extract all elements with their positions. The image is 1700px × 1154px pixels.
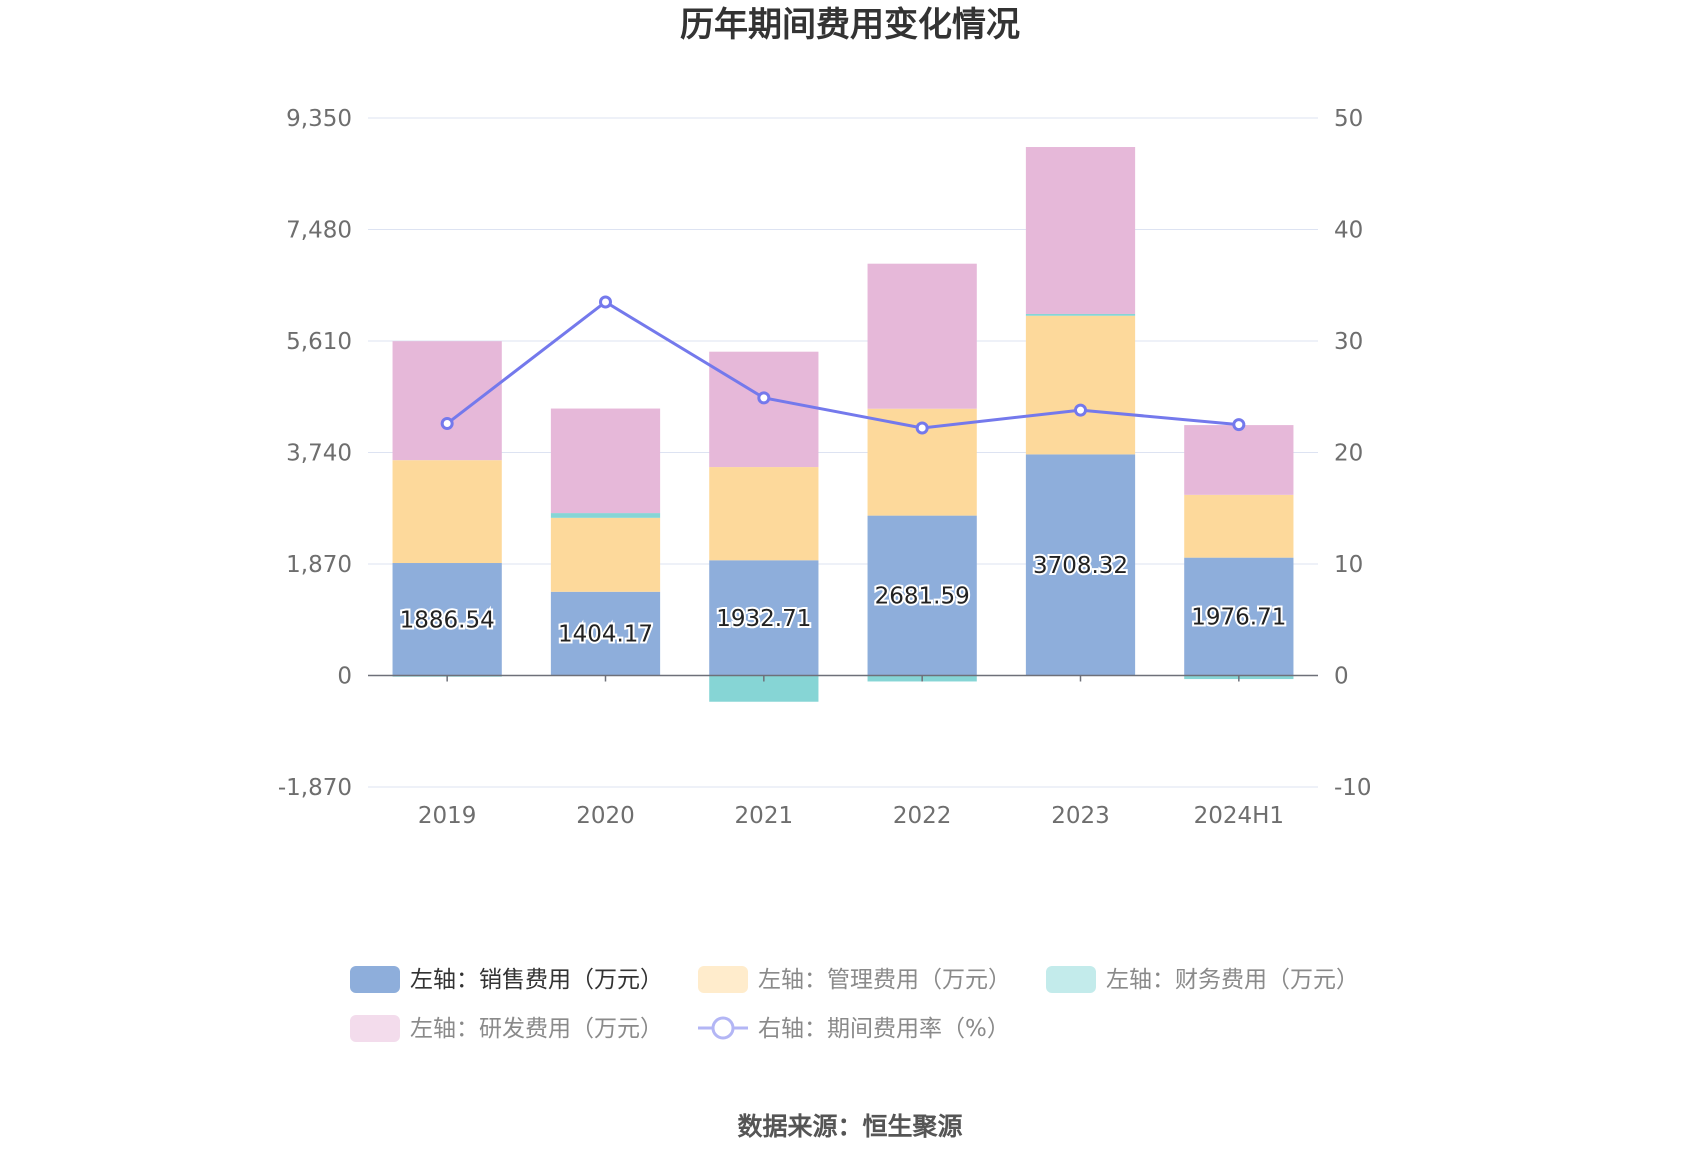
rate-point [1074,403,1087,417]
right-y-tick-label: 30 [1334,329,1363,355]
bar-segment [550,517,661,592]
rate-point [915,421,929,435]
x-tick-label: 2020 [576,803,635,829]
grid-lines [368,117,1318,788]
bar-data-label: 2681.59 [875,584,970,610]
left-y-axis: 9,350 7,480 5,610 3,740 1,870 0 -1,870 [278,106,352,801]
legend-marker [711,1016,735,1040]
bar-segment [1025,315,1136,455]
legend-item[interactable]: 左轴：财务费用（万元） [1046,966,1359,993]
bar-segment [1184,557,1294,676]
right-y-tick-label: 50 [1334,106,1363,132]
x-tick-label: 2022 [893,803,952,829]
bar-data-label: 1932.71 [716,606,811,632]
bar-segment [709,560,819,676]
bar-segment [1025,313,1136,316]
bar-segment [550,513,661,518]
right-y-tick-label: 10 [1334,552,1363,578]
bar-data-label: 1886.54 [400,607,495,633]
bar-segment [1025,454,1136,676]
legend-label: 左轴：研发费用（万元） [410,1016,663,1042]
bar-data-label: 1976.71 [1191,605,1286,631]
legend-item[interactable]: 左轴：管理费用（万元） [698,966,1011,993]
legend-label: 左轴：财务费用（万元） [1106,967,1359,993]
right-y-tick-label: -10 [1334,775,1372,801]
bar-segment [392,563,502,676]
legend-label: 左轴：管理费用（万元） [758,967,1011,993]
bar-segment [867,263,977,409]
x-axis: 2019 2020 2021 2022 2023 2024H1 [368,674,1318,829]
bar-data-label: 3708.32 [1033,553,1128,579]
x-tick-label: 2021 [735,803,794,829]
line-series [440,295,1246,435]
rate-point [599,295,612,309]
bar-segment [550,408,661,514]
right-y-tick-label: 0 [1334,664,1349,690]
legend-swatch [350,966,400,993]
bar-segment [709,351,819,468]
left-y-tick-label: -1,870 [278,775,352,801]
left-y-tick-label: 7,480 [286,218,352,244]
chart-title: 历年期间费用变化情况 [680,5,1020,45]
left-y-tick-label: 1,870 [286,552,352,578]
bar-segment [550,591,661,676]
bar-data-labels: 1886.54 1404.17 1932.71 2681.59 3708.32 1976.… [398,551,1289,650]
bar-segment [392,460,502,564]
bar-segment [392,341,502,461]
right-y-axis: 50 40 30 20 10 0 -10 [1334,106,1372,801]
legend-item[interactable]: 左轴：销售费用（万元） [350,966,663,993]
right-y-tick-label: 20 [1334,441,1363,467]
bar-series [392,147,1294,702]
bar-segment [1025,147,1136,314]
x-tick-label: 2023 [1051,803,1110,829]
source-note: 数据来源：恒生聚源 [737,1112,962,1141]
left-y-tick-label: 5,610 [286,329,352,355]
legend-item[interactable]: 左轴：研发费用（万元） [350,1015,663,1042]
rate-point [440,417,454,431]
left-y-tick-label: 9,350 [286,106,352,132]
legend-swatch [1046,966,1096,993]
right-y-tick-label: 40 [1334,218,1363,244]
bar-segment [1184,425,1294,495]
legend-label: 右轴：期间费用率（%） [758,1016,1010,1042]
left-y-tick-label: 0 [337,664,352,690]
legend-item[interactable]: 右轴：期间费用率（%） [698,1016,1010,1042]
bar-segment [709,467,819,561]
bar-segment [1184,494,1294,558]
x-tick-label: 2019 [418,803,477,829]
legend-label: 左轴：销售费用（万元） [410,967,663,993]
legend-swatch [350,1015,400,1042]
left-y-tick-label: 3,740 [286,441,352,467]
rate-point [757,391,771,405]
legend-swatch [698,966,748,993]
bar-data-label: 1404.17 [558,622,653,648]
x-tick-label: 2024H1 [1194,803,1284,829]
bar-segment [867,515,977,676]
rate-point [1232,418,1246,432]
rate-line [446,300,1239,430]
legend: 左轴：销售费用（万元） 左轴：管理费用（万元） 左轴：财务费用（万元） 左轴：研发费用… [350,966,1359,1042]
